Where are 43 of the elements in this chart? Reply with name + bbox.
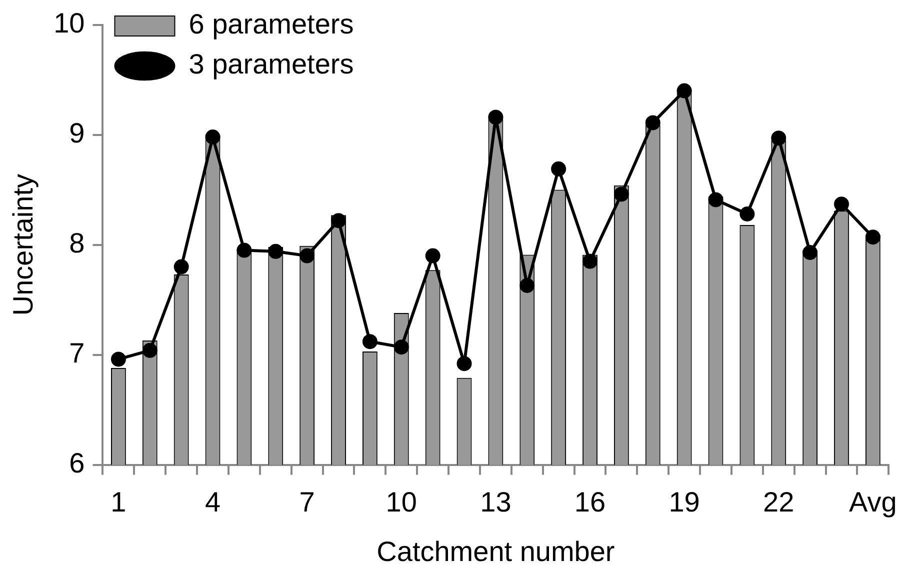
y-tick-label: 8 [69,228,85,259]
x-axis-title: Catchment number [376,536,615,567]
point [645,115,660,130]
point [268,244,284,259]
x-tick-label: 4 [204,486,221,518]
x-tick-label: 7 [299,486,315,518]
y-tick-label: 10 [54,8,85,39]
point [394,340,409,355]
point [865,230,880,245]
x-tick-label: 13 [480,486,512,518]
point [771,130,786,146]
point [425,248,440,264]
x-tick-label: Avg [849,486,897,518]
point [676,83,692,98]
legend-label: 3 parameters [188,48,354,80]
point [142,342,158,358]
point [708,192,724,208]
x-tick-label: 16 [574,486,606,518]
point [236,242,252,258]
point [614,186,629,202]
point [110,352,126,367]
point [331,213,346,228]
point [205,130,220,144]
legend-label: 6 parameters [188,8,354,40]
point [802,245,818,260]
y-axis-title: Uncertainty [8,174,39,316]
x-tick-label: 1 [110,486,126,518]
point [456,356,472,372]
y-tick-label: 7 [69,338,85,369]
x-tick-label: 19 [668,486,700,518]
point [362,334,378,350]
point [740,206,755,222]
x-tick-label: 22 [763,486,794,518]
point [300,248,315,264]
point [834,196,849,212]
y-tick-label: 9 [69,118,85,149]
point [488,110,504,125]
x-tick-label: 10 [386,486,417,518]
point [520,278,535,293]
point [174,259,189,274]
point [582,254,598,269]
point [551,161,566,176]
y-tick-label: 6 [69,448,85,479]
